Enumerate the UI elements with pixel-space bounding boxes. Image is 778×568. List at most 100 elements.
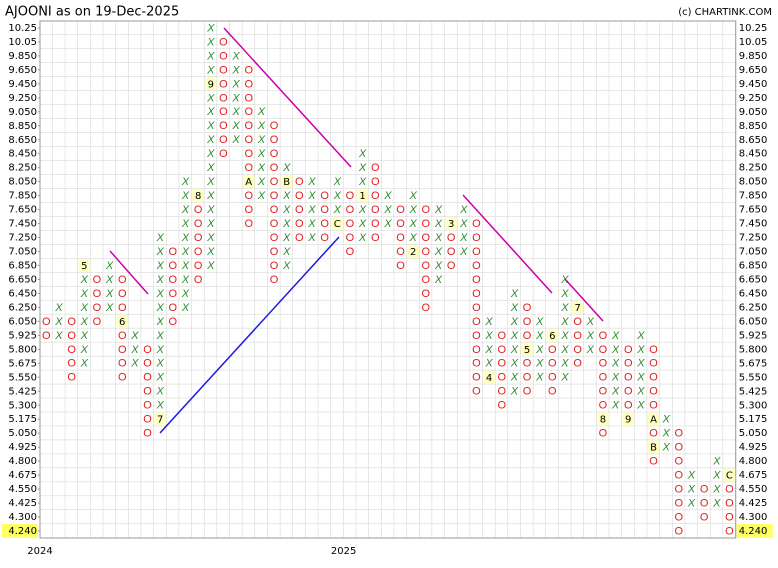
o-box: O — [270, 148, 279, 160]
o-box: O — [270, 246, 279, 258]
y-tick-label-right: 6.850 — [739, 261, 768, 272]
x-box: X — [434, 232, 443, 244]
x-box: X — [358, 162, 367, 174]
y-tick-label: 4.925 — [8, 442, 37, 453]
y-tick-label: 4.300 — [8, 512, 37, 523]
o-box: O — [472, 386, 481, 398]
o-box: O — [118, 358, 127, 370]
y-tick-label: 5.050 — [8, 428, 37, 439]
o-box: O — [725, 511, 734, 523]
x-box: X — [636, 372, 645, 384]
o-box: O — [396, 260, 405, 272]
x-box: X — [611, 330, 620, 342]
o-box: O — [371, 204, 380, 216]
y-tick-label: 5.925 — [8, 330, 37, 341]
o-box: O — [700, 484, 709, 496]
month-marker-bg — [571, 300, 584, 314]
o-box: O — [396, 218, 405, 230]
o-box: O — [320, 218, 329, 230]
x-box: X — [535, 358, 544, 370]
x-box: X — [560, 274, 569, 286]
x-box: X — [206, 92, 215, 104]
x-box: X — [560, 358, 569, 370]
month-marker-bg — [154, 412, 166, 426]
resistance-line — [109, 250, 149, 295]
y-tick-label: 9.050 — [8, 107, 37, 118]
resistance-line — [462, 194, 553, 294]
x-box: X — [662, 428, 671, 440]
o-box: O — [295, 190, 304, 202]
x-box: X — [282, 246, 291, 258]
o-box: O — [219, 148, 228, 160]
o-box: O — [675, 484, 684, 496]
o-box: O — [624, 372, 633, 384]
y-tick-label-right: 7.850 — [739, 191, 768, 202]
x-box: X — [687, 470, 696, 482]
x-box: X — [206, 50, 215, 62]
o-box: O — [93, 274, 102, 286]
month-marker: 5 — [524, 345, 530, 356]
x-box: X — [611, 358, 620, 370]
month-marker-bg — [242, 175, 255, 189]
month-marker: 3 — [448, 219, 454, 230]
o-box: O — [472, 260, 481, 272]
x-box: X — [383, 190, 392, 202]
x-box: X — [611, 372, 620, 384]
x-box: X — [560, 288, 569, 300]
month-marker-bg — [116, 314, 129, 328]
x-box: X — [586, 330, 595, 342]
x-box: X — [231, 50, 240, 62]
month-marker: A — [245, 177, 252, 188]
y-tick-label-right: 9.650 — [739, 65, 768, 76]
x-box: X — [206, 218, 215, 230]
o-box: O — [675, 497, 684, 509]
o-box: O — [295, 204, 304, 216]
x-box: X — [409, 204, 418, 216]
month-marker-bg — [331, 217, 344, 231]
month-marker-bg — [483, 370, 495, 384]
y-tick-label-right: 8.650 — [739, 135, 768, 146]
o-box: O — [447, 232, 456, 244]
o-box: O — [447, 246, 456, 258]
x-box: X — [156, 274, 165, 286]
x-box: X — [535, 316, 544, 328]
x-box: X — [636, 344, 645, 356]
o-box: O — [573, 330, 582, 342]
o-box: O — [371, 218, 380, 230]
x-box: X — [181, 302, 190, 314]
o-box: O — [244, 78, 253, 90]
x-box: X — [156, 400, 165, 412]
x-box: X — [409, 218, 418, 230]
y-tick-label-right: 4.425 — [739, 498, 768, 509]
y-tick-label-right: 9.850 — [739, 51, 768, 62]
y-tick-label: 8.050 — [8, 177, 37, 188]
x-box: X — [156, 330, 165, 342]
o-box: O — [67, 330, 76, 342]
y-tick-label: 8.450 — [8, 149, 37, 160]
o-box: O — [371, 162, 380, 174]
month-marker: B — [283, 177, 290, 188]
x-box: X — [231, 92, 240, 104]
o-box: O — [143, 372, 152, 384]
x-box: X — [560, 302, 569, 314]
x-box: X — [409, 232, 418, 244]
grid — [39, 20, 737, 539]
x-box: X — [459, 246, 468, 258]
o-box: O — [194, 274, 203, 286]
o-box: O — [371, 190, 380, 202]
o-box: O — [599, 344, 608, 356]
y-tick-label-right: 8.450 — [739, 149, 768, 160]
o-box: O — [422, 204, 431, 216]
x-box: X — [510, 288, 519, 300]
o-box: O — [219, 106, 228, 118]
o-box: O — [346, 190, 355, 202]
o-box: O — [422, 218, 431, 230]
chart-title: AJOONI as on 19-Dec-2025 — [5, 5, 179, 20]
x-box: X — [80, 288, 89, 300]
y-tick-label-right: 5.550 — [739, 372, 768, 383]
o-box: O — [649, 456, 658, 468]
o-box: O — [244, 148, 253, 160]
o-box: O — [169, 302, 178, 314]
o-box: O — [725, 497, 734, 509]
o-box: O — [472, 218, 481, 230]
